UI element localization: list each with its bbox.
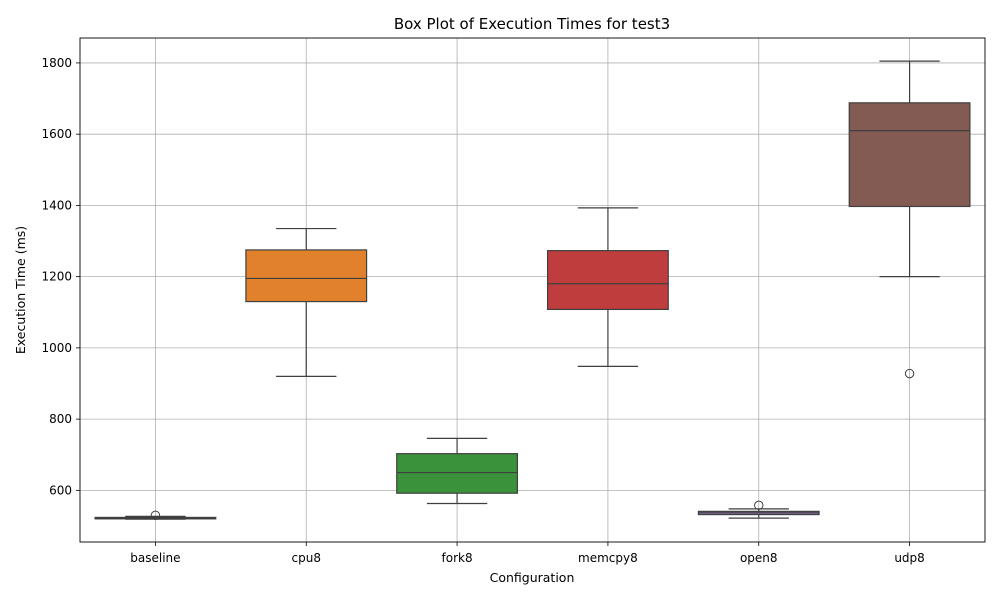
y-tick-label: 1200: [41, 270, 72, 284]
iqr-box: [546, 250, 669, 311]
outlier-point: [904, 368, 915, 379]
box-fork8: [396, 437, 519, 505]
y-tick-label: 800: [49, 412, 72, 426]
chart-title: Box Plot of Execution Times for test3: [394, 15, 670, 33]
x-tick-label: baseline: [130, 551, 180, 565]
iqr-box: [245, 249, 368, 303]
plot-frame: [79, 37, 986, 543]
iqr-box: [396, 453, 519, 494]
x-tick-label: open8: [740, 551, 778, 565]
x-axis-title: Configuration: [490, 570, 575, 585]
x-tick-label: udp8: [894, 551, 924, 565]
y-tick-label: 1600: [41, 127, 72, 141]
y-tick-label: 1000: [41, 341, 72, 355]
grid-lines: [80, 38, 985, 542]
x-tick-label: memcpy8: [578, 551, 638, 565]
x-tick-label: cpu8: [292, 551, 321, 565]
x-tick-label: fork8: [442, 551, 473, 565]
outlier-point: [150, 510, 161, 520]
box-cpu8: [245, 227, 368, 377]
y-tick-label: 1800: [41, 56, 72, 70]
y-tick-label: 600: [49, 483, 72, 497]
outlier-point: [754, 500, 764, 511]
iqr-box: [848, 102, 971, 208]
y-axis-title: Execution Time (ms): [13, 226, 28, 354]
box-udp8: [848, 60, 971, 379]
box-memcpy8: [546, 207, 669, 368]
boxes-group: [94, 60, 971, 520]
y-tick-label: 1400: [41, 198, 72, 212]
box-baseline: [94, 510, 217, 520]
axis-ticks: 600 800 1000 1200 1400 1600 1800 baseline cpu8 fo…: [41, 56, 924, 565]
box-open8: [697, 500, 820, 519]
